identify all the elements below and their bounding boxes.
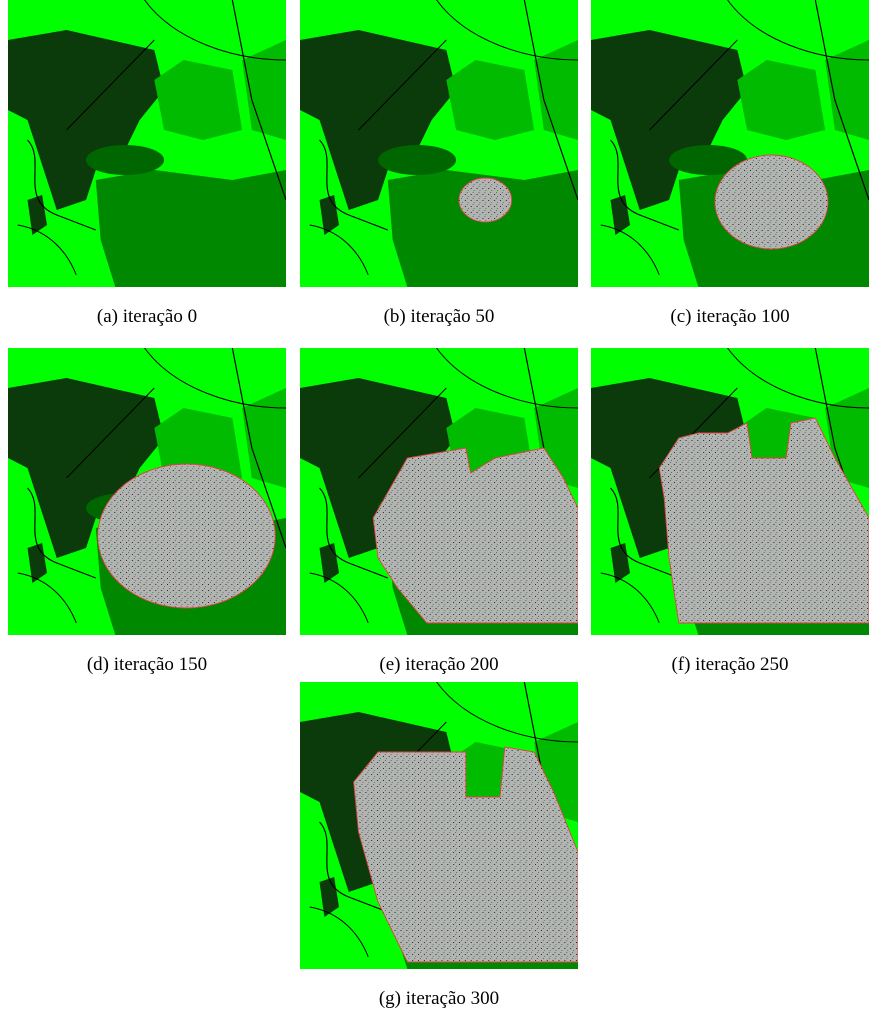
simulation-map (300, 682, 578, 969)
figure-page: (a) iteração 0 (b) iteração 50 (c) iteraçã… (0, 0, 869, 999)
simulation-map (8, 0, 286, 287)
simulation-map (591, 0, 869, 287)
burned-area (98, 464, 276, 608)
caption: (f) iteração 250 (591, 654, 869, 676)
simulation-map (300, 0, 578, 287)
burned-area (459, 178, 512, 222)
caption: (b) iteração 50 (300, 306, 578, 328)
simulation-map (591, 348, 869, 635)
caption: (g) iteração 300 (300, 988, 578, 1010)
caption: (e) iteração 200 (300, 654, 578, 676)
burned-area (715, 155, 828, 249)
simulation-map (8, 348, 286, 635)
simulation-map (300, 348, 578, 635)
caption: (c) iteração 100 (591, 306, 869, 328)
caption: (d) iteração 150 (8, 654, 286, 676)
caption: (a) iteração 0 (8, 306, 286, 328)
